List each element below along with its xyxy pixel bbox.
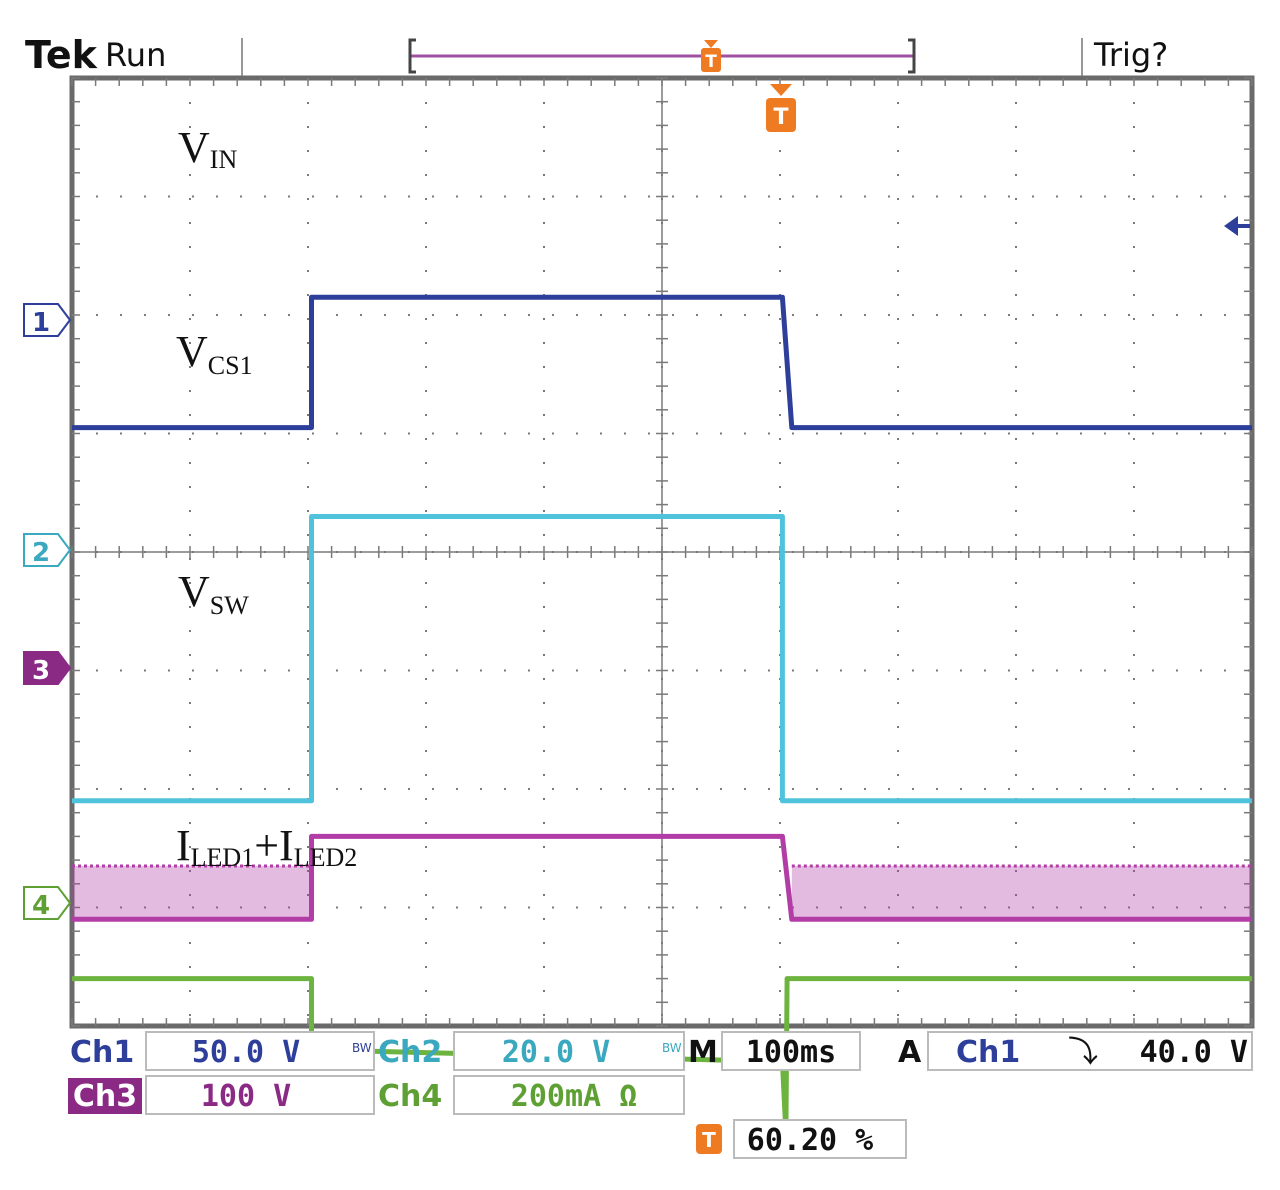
channel2-marker: 2 (23, 533, 72, 568)
record-position-bar: T (408, 38, 916, 74)
trigger-source: Ch1 (956, 1035, 1020, 1070)
readout-ch4-label: Ch4 (378, 1079, 442, 1114)
svg-text:T: T (702, 1128, 716, 1152)
bw-limit-icon: BW (662, 1041, 682, 1055)
readout-trigger: A Ch1 ⤵ 40.0 V (898, 1031, 1253, 1071)
timebase-label: M (688, 1035, 718, 1070)
trigger-level: 40.0 V (1140, 1035, 1248, 1070)
trigger-status: Trig? (1093, 36, 1168, 74)
svg-text:4: 4 (32, 891, 50, 921)
svg-text:T: T (705, 52, 717, 72)
run-state: Run (105, 36, 166, 74)
trigger-position-value: 60.20 % (747, 1123, 873, 1158)
trigger-position-icon: T (766, 84, 796, 132)
trace-vsw (72, 833, 1252, 922)
readout-ch3-value: 100 V (201, 1079, 291, 1114)
trigger-position-readout-icon: T (696, 1124, 722, 1154)
svg-text:T: T (773, 105, 788, 130)
readout-ch2: Ch2 20.0 V BW (378, 1031, 685, 1071)
waveforms (72, 294, 1252, 1136)
falling-edge-icon: ⤵ (1068, 1035, 1098, 1070)
readout-ch1-value: 50.0 V (192, 1035, 300, 1070)
timebase-value: 100ms (746, 1035, 836, 1070)
switching-band (72, 866, 312, 920)
svg-text:3: 3 (32, 656, 50, 686)
trigger-level-arrow-icon (1224, 216, 1238, 236)
readout-trigger-position: T 60.20 % (696, 1119, 907, 1159)
readout-ch1: Ch1 50.0 V BW (70, 1031, 375, 1071)
readout-ch4-value: 200mA Ω (511, 1079, 637, 1114)
record-trigger-marker-icon: T (701, 40, 721, 72)
readout-ch4: Ch4 200mA Ω (378, 1075, 685, 1115)
trigger-mode: A (898, 1035, 922, 1070)
channel4-marker: 4 (23, 886, 72, 921)
readout-ch2-label: Ch2 (378, 1035, 442, 1070)
label-vin: VIN (178, 123, 237, 174)
label-vsw: VSW (178, 567, 249, 620)
label-vcs1: VCS1 (176, 327, 253, 380)
channel1-marker: 1 (23, 303, 72, 338)
readout-ch2-value: 20.0 V (502, 1035, 610, 1070)
svg-text:2: 2 (32, 538, 50, 568)
readout-ch3-label: Ch3 (73, 1079, 137, 1114)
bw-limit-icon: BW (352, 1041, 372, 1055)
svg-text:1: 1 (32, 308, 50, 338)
trace-vcs1 (72, 514, 1252, 804)
readout-ch1-label: Ch1 (70, 1035, 134, 1070)
label-iled: ILED1+ILED2 (176, 821, 357, 872)
switching-band (791, 866, 1252, 920)
trace-vin (72, 294, 1252, 431)
readout-ch3: Ch3 100 V (68, 1075, 375, 1115)
readout-timebase: M 100ms (688, 1031, 861, 1071)
brand-text: Tek (25, 33, 98, 77)
channel3-marker: 3 (23, 651, 72, 686)
